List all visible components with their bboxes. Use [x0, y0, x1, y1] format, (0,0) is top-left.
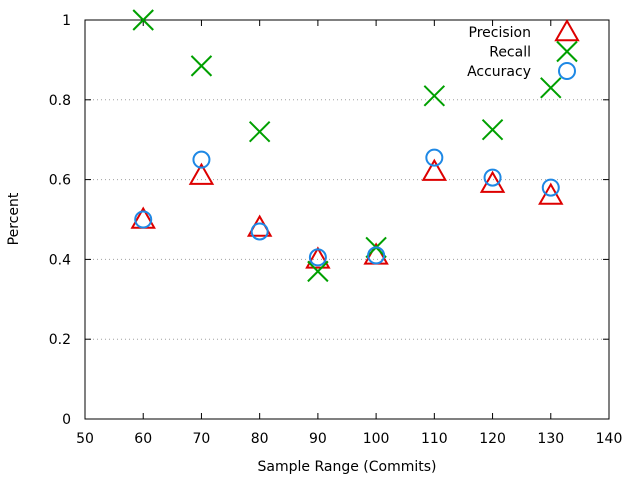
recall-point — [423, 85, 446, 107]
cross-stroke — [248, 121, 271, 143]
y-tick-label: 0 — [62, 412, 71, 428]
accuracy-point — [192, 150, 211, 169]
x-tick-label: 90 — [309, 431, 327, 447]
cross-stroke — [540, 77, 562, 99]
x-tick-label: 50 — [76, 431, 94, 447]
recall-point — [540, 77, 562, 99]
y-tick-label: 0.4 — [49, 252, 71, 268]
x-tick-label: 70 — [193, 431, 211, 447]
x-tick-label: 110 — [421, 431, 448, 447]
legend-marker-accuracy — [558, 62, 576, 80]
accuracy-point — [541, 178, 560, 197]
accuracy-point — [483, 168, 502, 187]
accuracy-point — [250, 222, 269, 241]
y-axis-label: Percent — [6, 192, 22, 245]
recall-point — [248, 121, 271, 143]
y-tick-label: 0.2 — [49, 332, 71, 348]
legend: Precision Recall Accuracy — [467, 18, 580, 80]
y-tick-label: 0.8 — [49, 93, 71, 109]
y-tick-label: 1 — [62, 13, 71, 29]
recall-point — [481, 119, 504, 141]
cross-stroke — [556, 40, 578, 63]
accuracy-point — [134, 210, 153, 229]
accuracy-point — [425, 148, 444, 167]
cross-stroke — [132, 9, 154, 31]
recall-point — [190, 55, 213, 77]
x-tick-label: 130 — [537, 431, 564, 447]
legend-label-recall: Recall — [489, 45, 531, 61]
recall-point — [307, 260, 329, 283]
accuracy-point — [367, 246, 386, 265]
legend-marker-recall — [556, 40, 578, 63]
recall-point — [132, 9, 154, 31]
legend-marker-precision — [554, 18, 580, 42]
cross-stroke — [307, 260, 329, 283]
x-tick-label: 80 — [251, 431, 269, 447]
accuracy-point — [308, 248, 327, 267]
legend-label-precision: Precision — [469, 25, 531, 41]
precision-point — [305, 246, 331, 269]
x-tick-label: 120 — [479, 431, 506, 447]
x-tick-label: 60 — [134, 431, 152, 447]
x-axis-label: Sample Range (Commits) — [258, 459, 437, 475]
legend-label-accuracy: Accuracy — [467, 64, 531, 80]
x-tick-label: 140 — [596, 431, 623, 447]
grid-lines — [85, 99, 609, 340]
precision-point — [188, 162, 215, 185]
cross-stroke — [481, 119, 504, 141]
axis-ticks — [84, 19, 610, 420]
cross-stroke — [190, 55, 213, 77]
precision-point — [421, 158, 448, 181]
y-tick-labels: 0 0.2 0.4 0.6 0.8 1 — [49, 13, 71, 428]
data-points — [130, 9, 564, 283]
y-tick-label: 0.6 — [49, 173, 71, 189]
x-tick-label: 100 — [363, 431, 390, 447]
x-tick-labels: 50 60 70 80 90 100 110 120 130 140 — [76, 431, 622, 447]
plot-frame — [84, 19, 610, 420]
cross-stroke — [423, 85, 446, 107]
